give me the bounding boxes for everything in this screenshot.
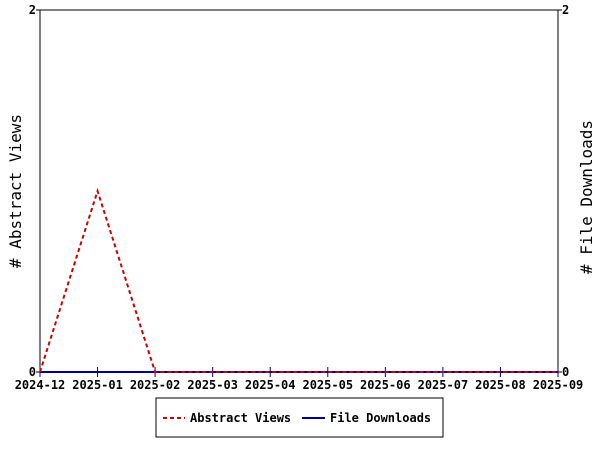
left-axis-label: # Abstract Views xyxy=(6,114,25,268)
plot-area xyxy=(39,9,559,373)
legend-box xyxy=(155,397,444,438)
legend: Abstract Views File Downloads xyxy=(155,397,444,438)
x-tick-label: 2025-06 xyxy=(360,378,411,392)
y-tick-label-left: 2 xyxy=(29,3,36,17)
legend-label-file-downloads: File Downloads xyxy=(330,411,431,425)
x-tick-label: 2025-09 xyxy=(533,378,584,392)
x-tick-label: 2025-02 xyxy=(130,378,181,392)
right-axis-label: # File Downloads xyxy=(577,120,596,274)
legend-label-abstract-views: Abstract Views xyxy=(190,411,291,425)
x-tick-label: 2025-08 xyxy=(475,378,526,392)
y-axis: 0 2 0 2 xyxy=(29,3,569,379)
x-tick-label: 2024-12 xyxy=(15,378,66,392)
y-tick-label-right: 2 xyxy=(562,3,569,17)
y-tick-label-right: 0 xyxy=(562,365,569,379)
x-tick-label: 2025-04 xyxy=(245,378,296,392)
y-tick-label-left: 0 xyxy=(29,365,36,379)
x-tick-label: 2025-01 xyxy=(72,378,123,392)
series-layer xyxy=(39,187,558,373)
x-tick-label: 2025-05 xyxy=(302,378,353,392)
x-tick-label: 2025-03 xyxy=(187,378,238,392)
x-axis: 2024-12 2025-01 2025-02 2025-03 2025-04 2025-… xyxy=(15,367,584,392)
x-tick-label: 2025-07 xyxy=(418,378,469,392)
series-line-abstract-views xyxy=(39,187,558,373)
